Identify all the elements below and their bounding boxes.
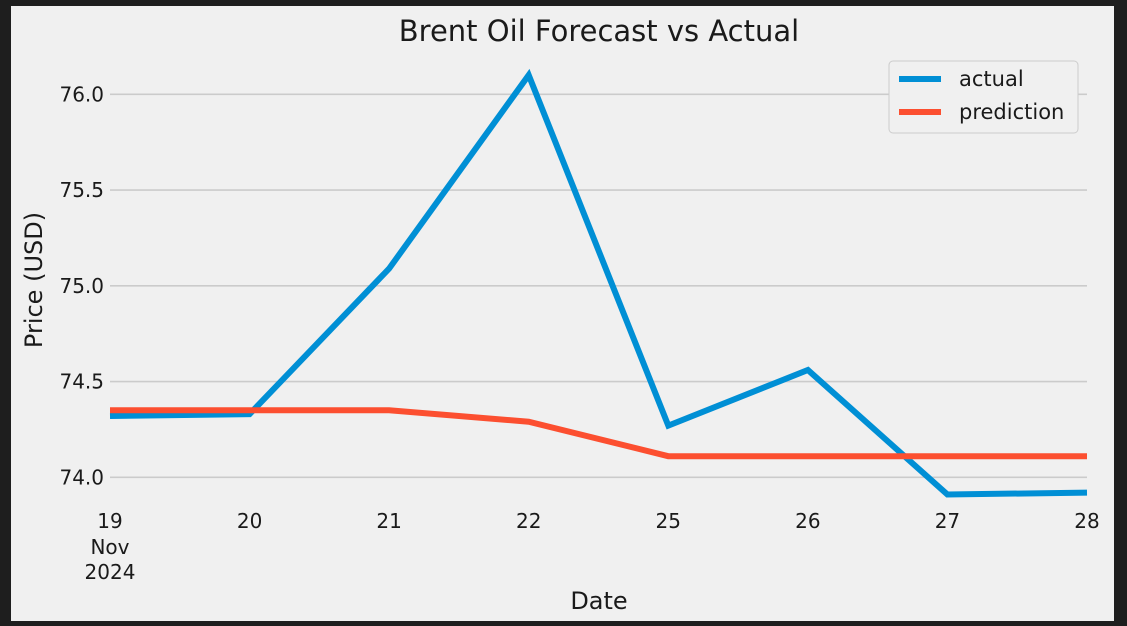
chart-title: Brent Oil Forecast vs Actual: [399, 14, 799, 48]
x-tick-label: 27: [935, 509, 960, 533]
x-tick-label: 19: [97, 509, 122, 533]
line-chart: Brent Oil Forecast vs Actual 74.0 74.5 75.…: [20, 14, 1100, 615]
y-axis-ticks: 74.0 74.5 75.0 75.5 76.0: [59, 82, 104, 489]
x-tick-label: 25: [656, 509, 681, 533]
x-tick-label: 21: [376, 509, 401, 533]
grid-lines: [110, 93, 1087, 479]
series-line-actual: [109, 68, 1088, 498]
y-axis-label: Price (USD): [20, 212, 48, 348]
x-tick-label: 22: [516, 509, 541, 533]
chart-figure: Brent Oil Forecast vs Actual 74.0 74.5 75.…: [11, 6, 1114, 621]
x-tick-label: 20: [237, 509, 262, 533]
x-axis-label: Date: [570, 587, 627, 615]
y-tick-label: 76.0: [59, 82, 104, 106]
x-tick-sublabel: Nov: [90, 535, 129, 559]
series-lines: [109, 68, 1088, 498]
x-tick-label: 28: [1074, 509, 1099, 533]
y-tick-label: 74.5: [59, 370, 104, 394]
x-tick-sublabel: 2024: [85, 560, 136, 584]
y-tick-label: 74.0: [59, 465, 104, 489]
legend-label-prediction: prediction: [959, 100, 1064, 124]
series-line-prediction: [110, 407, 1087, 460]
legend-label-actual: actual: [959, 67, 1024, 91]
legend: actual prediction: [888, 60, 1079, 134]
y-tick-label: 75.5: [59, 178, 104, 202]
y-tick-label: 75.0: [59, 274, 104, 298]
x-tick-label: 26: [795, 509, 820, 533]
